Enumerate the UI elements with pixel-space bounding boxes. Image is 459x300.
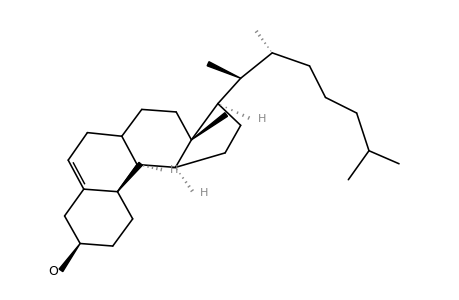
Text: H: H xyxy=(257,114,266,124)
Polygon shape xyxy=(191,113,227,140)
Polygon shape xyxy=(59,244,80,272)
Polygon shape xyxy=(117,162,142,192)
Polygon shape xyxy=(207,62,240,78)
Text: H: H xyxy=(170,165,178,175)
Text: H: H xyxy=(200,188,208,198)
Text: O: O xyxy=(48,265,58,278)
